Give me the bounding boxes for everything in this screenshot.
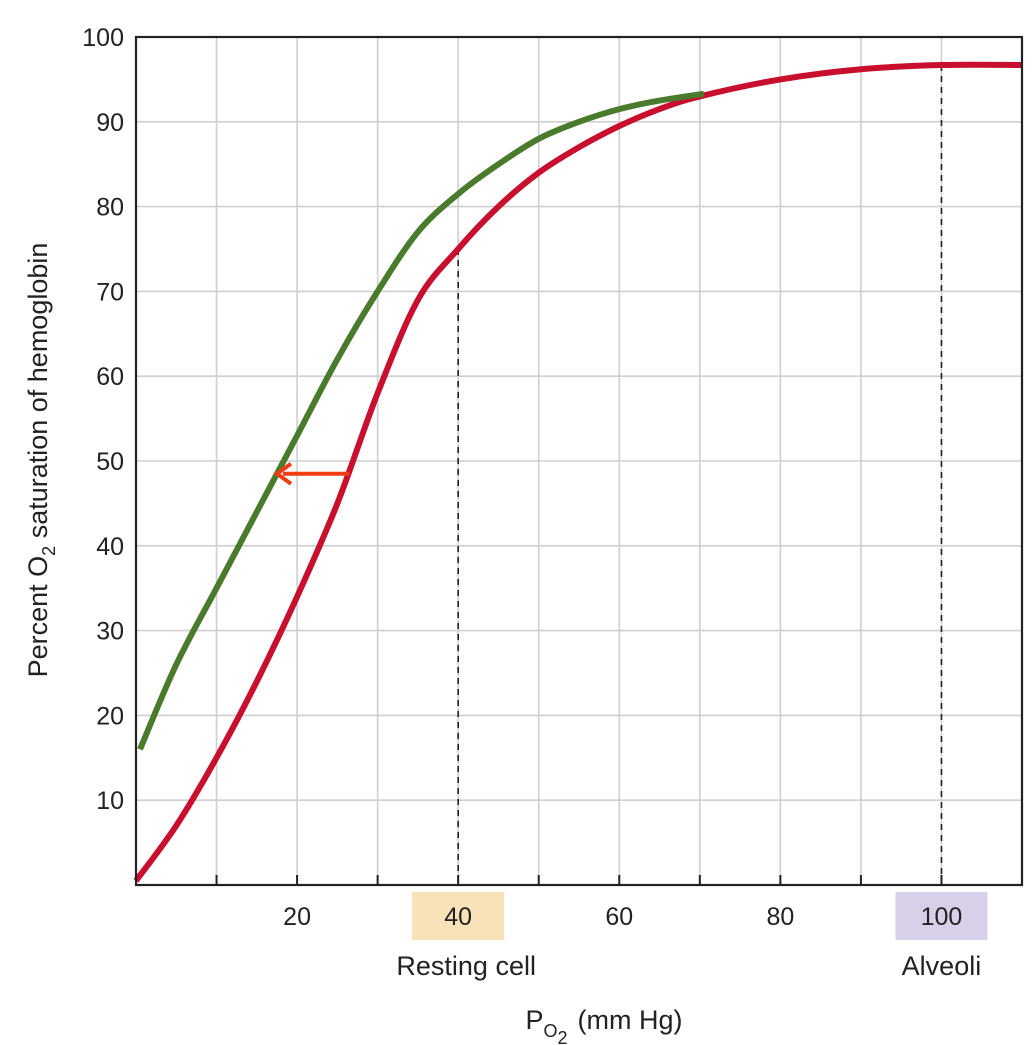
- y-tick-label-70: 70: [96, 278, 124, 306]
- x-axis-title-units: (mm Hg): [578, 1005, 683, 1035]
- series-line-left-shifted-curve: [137, 90, 705, 751]
- y-tick-label-100: 100: [82, 24, 124, 52]
- x-tick-label-40: 40: [444, 903, 472, 931]
- shift-arrow: [273, 462, 350, 486]
- y-axis-title-prefix: Percent O: [23, 556, 53, 678]
- annotation-label-alveoli: Alveoli: [902, 951, 982, 981]
- annotation-labels: Resting cell Alveoli: [396, 951, 981, 981]
- y-axis-title-suffix: saturation of hemoglobin: [23, 243, 53, 546]
- series-lines: [133, 61, 1023, 883]
- x-axis-title: PO2 (mm Hg): [525, 1005, 682, 1045]
- grid: [136, 37, 1022, 885]
- x-tick-label-20: 20: [283, 903, 311, 931]
- x-tick-labels: 20 40 60 80 100: [283, 903, 962, 931]
- x-axis-title-subsubscript: 2: [558, 1028, 568, 1045]
- x-tick-label-80: 80: [766, 903, 794, 931]
- x-axis-title-subscript: O: [544, 1021, 558, 1041]
- y-tick-label-10: 10: [96, 787, 124, 815]
- y-tick-label-20: 20: [96, 702, 124, 730]
- tick-highlight-40: [412, 892, 505, 940]
- y-tick-label-60: 60: [96, 363, 124, 391]
- y-tick-label-90: 90: [96, 109, 124, 137]
- series-line-normal-curve: [133, 61, 1023, 883]
- tick-highlights: [412, 892, 988, 940]
- annotation-label-resting-cell: Resting cell: [396, 951, 536, 981]
- y-tick-label-30: 30: [96, 618, 124, 646]
- y-axis-title-subscript: 2: [39, 546, 59, 556]
- axes: [134, 35, 1024, 887]
- y-axis-title: Percent O2 saturation of hemoglobin: [23, 243, 59, 678]
- y-tick-label-40: 40: [96, 533, 124, 561]
- tick-highlight-100: [895, 892, 988, 940]
- arrow-head: [273, 462, 293, 486]
- y-tick-label-80: 80: [96, 194, 124, 222]
- reference-lines: [457, 64, 943, 885]
- plot-frame: [134, 35, 1024, 887]
- y-tick-labels: 10 20 30 40 50 60 70 80 90 100: [82, 24, 124, 815]
- x-axis-title-main: P: [525, 1005, 543, 1035]
- x-tick-label-100: 100: [921, 903, 963, 931]
- x-tick-label-60: 60: [605, 903, 633, 931]
- y-tick-label-50: 50: [96, 448, 124, 476]
